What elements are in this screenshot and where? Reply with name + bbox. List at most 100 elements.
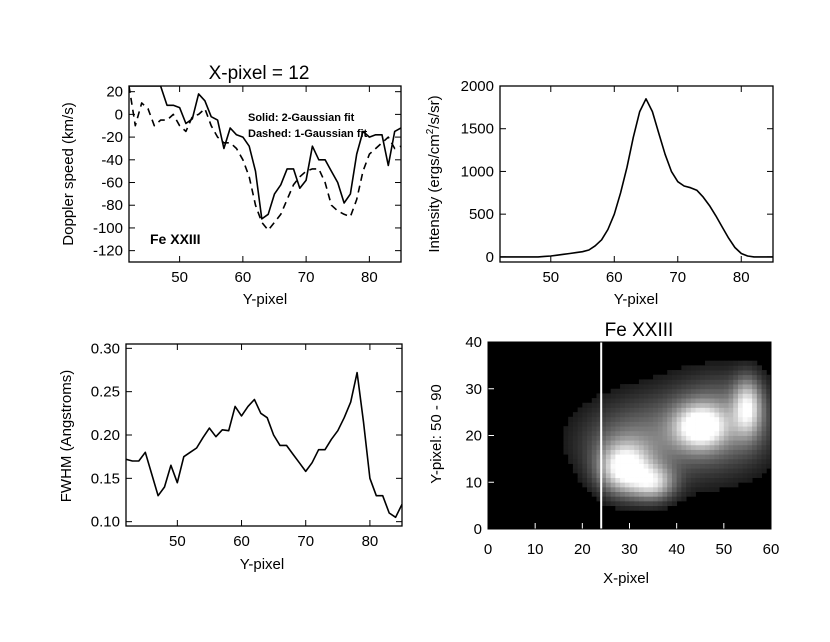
image-pixel [638,388,645,394]
image-pixel [742,398,748,404]
image-pixel [648,458,654,464]
image-pixel [756,393,762,399]
image-pixel [638,379,645,385]
image-pixel [719,393,725,399]
image-pixel [742,360,748,366]
image-pixel [667,472,673,478]
image-pixel [671,491,678,497]
image-pixel [766,402,772,408]
image-pixel [737,402,744,408]
image-pixel [643,416,649,422]
image-pixel [709,472,715,478]
image-pixel [638,463,645,469]
image-pixel [634,416,640,422]
image-pixel [709,421,715,427]
image-pixel [695,416,701,422]
image-pixel [690,421,696,427]
image-pixel [648,449,654,455]
image-pixel [752,435,758,441]
image-pixel [681,416,687,422]
image-pixel [728,468,734,474]
image-pixel [681,407,687,413]
image-pixel [624,384,630,390]
image-pixel [690,430,696,436]
image-pixel [704,393,711,399]
image-pixel [591,412,597,418]
image-pixel [610,496,616,502]
image-pixel [676,388,682,394]
image-pixel [709,407,715,413]
image-pixel [709,449,715,455]
image-pixel [624,393,630,399]
image-pixel [756,426,762,432]
image-pixel [577,435,583,441]
image-pixel [714,402,720,408]
image-pixel [657,505,663,511]
image-pixel [742,444,748,450]
image-pixel [648,407,654,413]
image-pixel [638,477,645,483]
image-pixel [766,440,772,446]
image-pixel [671,398,678,404]
image-pixel [667,486,673,493]
image-pixel [615,444,621,450]
image-pixel [709,402,715,408]
image-pixel [634,454,640,460]
image-pixel [653,444,659,450]
image-pixel [686,430,692,436]
image-xlabel: X-pixel [603,570,649,587]
image-pixel [686,486,692,493]
image-pixel [690,454,696,460]
image-pixel [634,398,640,404]
image-pixel [681,370,687,376]
image-pixel [648,472,654,478]
image-pixel [620,477,626,483]
image-pixel [662,482,668,488]
image-pixel [747,440,753,446]
image-pixel [714,472,720,478]
image-pixel [638,486,645,493]
doppler-ytick-label: -40 [101,152,123,169]
image-pixel [756,435,762,441]
image-pixel [709,412,715,418]
image-pixel [615,421,621,427]
image-pixel [752,365,758,371]
image-pixel [610,472,616,478]
image-pixel [582,458,588,464]
image-pixel [719,365,725,371]
image-pixel [587,472,593,478]
image-pixel [662,402,668,408]
image-pixel [620,388,626,394]
image-pixel [752,360,758,366]
image-pixel [700,486,706,493]
image-pixel [728,370,734,376]
image-pixel [747,458,753,464]
image-pixel [719,374,725,380]
image-pixel [601,468,607,474]
image-pixel [667,444,673,450]
image-pixel [667,500,673,507]
image-pixel [587,426,593,432]
image-pixel [676,496,682,502]
image-pixel [676,393,682,399]
image-pixel [766,421,772,427]
image-pixel [714,393,720,399]
image-pixel [761,421,767,427]
image-pixel [624,412,630,418]
image-pixel [657,407,663,413]
image-pixel [676,472,682,478]
fwhm-ytick-label: 0.30 [91,340,120,357]
image-pixel [671,496,678,502]
image-pixel [624,505,630,511]
image-pixel [671,430,678,436]
image-pixel [681,486,687,493]
image-pixel [733,407,739,413]
image-pixel [582,416,588,422]
image-pixel [756,370,762,376]
image-pixel [643,421,649,427]
image-pixel [653,388,659,394]
image-pixel [648,398,654,404]
image-pixel [752,402,758,408]
image-pixel [737,388,744,394]
image-pixel [653,393,659,399]
